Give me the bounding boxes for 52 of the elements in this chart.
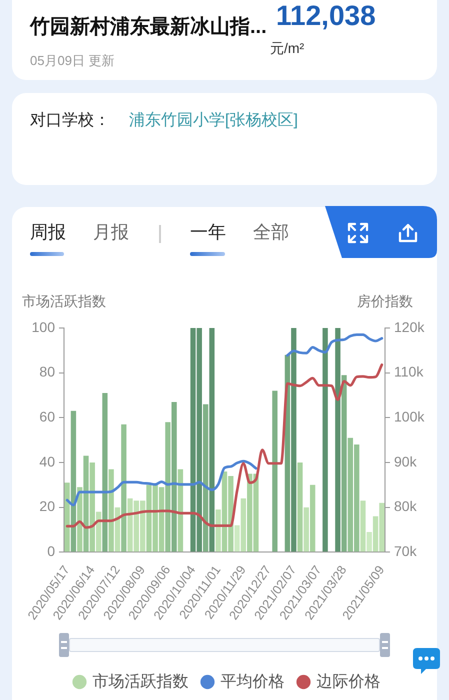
y2-tick-label: 120k (394, 318, 426, 335)
bar (102, 393, 108, 552)
y-tick-label: 80 (39, 364, 56, 380)
text: 元/m² (270, 40, 304, 58)
bar (335, 328, 340, 552)
bar (172, 402, 177, 552)
bar (322, 328, 328, 552)
y-tick-label: 100 (32, 318, 56, 335)
y2-tick-label: 80k (394, 498, 418, 514)
text: 一年 (190, 221, 226, 244)
bar (70, 410, 76, 552)
bar (96, 512, 102, 552)
text: 浦东竹园小学[张杨校区] (129, 110, 298, 131)
y2-tick-label: 110k (394, 364, 424, 380)
text: 05月09日 更新 (30, 52, 115, 70)
bar (64, 482, 70, 552)
y-tick-label: 20 (39, 498, 56, 514)
bar (366, 532, 372, 552)
y-axis-title: 市场活跃指数 (22, 292, 106, 309)
bar (234, 525, 240, 552)
y2-axis-title: 房价指数 (357, 292, 413, 309)
bar (90, 462, 95, 552)
bar (240, 498, 246, 552)
y-tick-label: 60 (39, 408, 56, 425)
chart-title: 竹园新村浦东最新冰山指... (30, 14, 267, 40)
bar (272, 390, 278, 552)
bar (341, 375, 347, 552)
y2-tick-label: 70k (394, 543, 418, 560)
bar (310, 484, 316, 552)
legend-label: 边际价格 (316, 672, 380, 690)
y2-tick-label: 90k (394, 453, 418, 470)
bar (209, 328, 215, 552)
text: 112,038 (276, 0, 376, 32)
bar (165, 422, 170, 552)
text: 月报 (93, 221, 129, 244)
bar (216, 510, 221, 552)
bar (304, 507, 309, 552)
bar (297, 462, 303, 552)
text: 周报 (30, 221, 66, 244)
y2-tick-label: 100k (394, 408, 426, 425)
bar (121, 424, 126, 552)
bar (360, 500, 366, 552)
bar (291, 328, 296, 552)
legend-label: 市场活跃指数 (92, 672, 188, 690)
y-tick-label: 0 (47, 543, 56, 560)
bar (202, 404, 208, 552)
text: 对口学校： (30, 110, 110, 131)
text: 全部 (253, 221, 289, 244)
y-tick-label: 40 (39, 453, 56, 470)
legend-label: 平均价格 (220, 673, 284, 690)
bar (108, 469, 114, 552)
line-series (66, 363, 384, 529)
